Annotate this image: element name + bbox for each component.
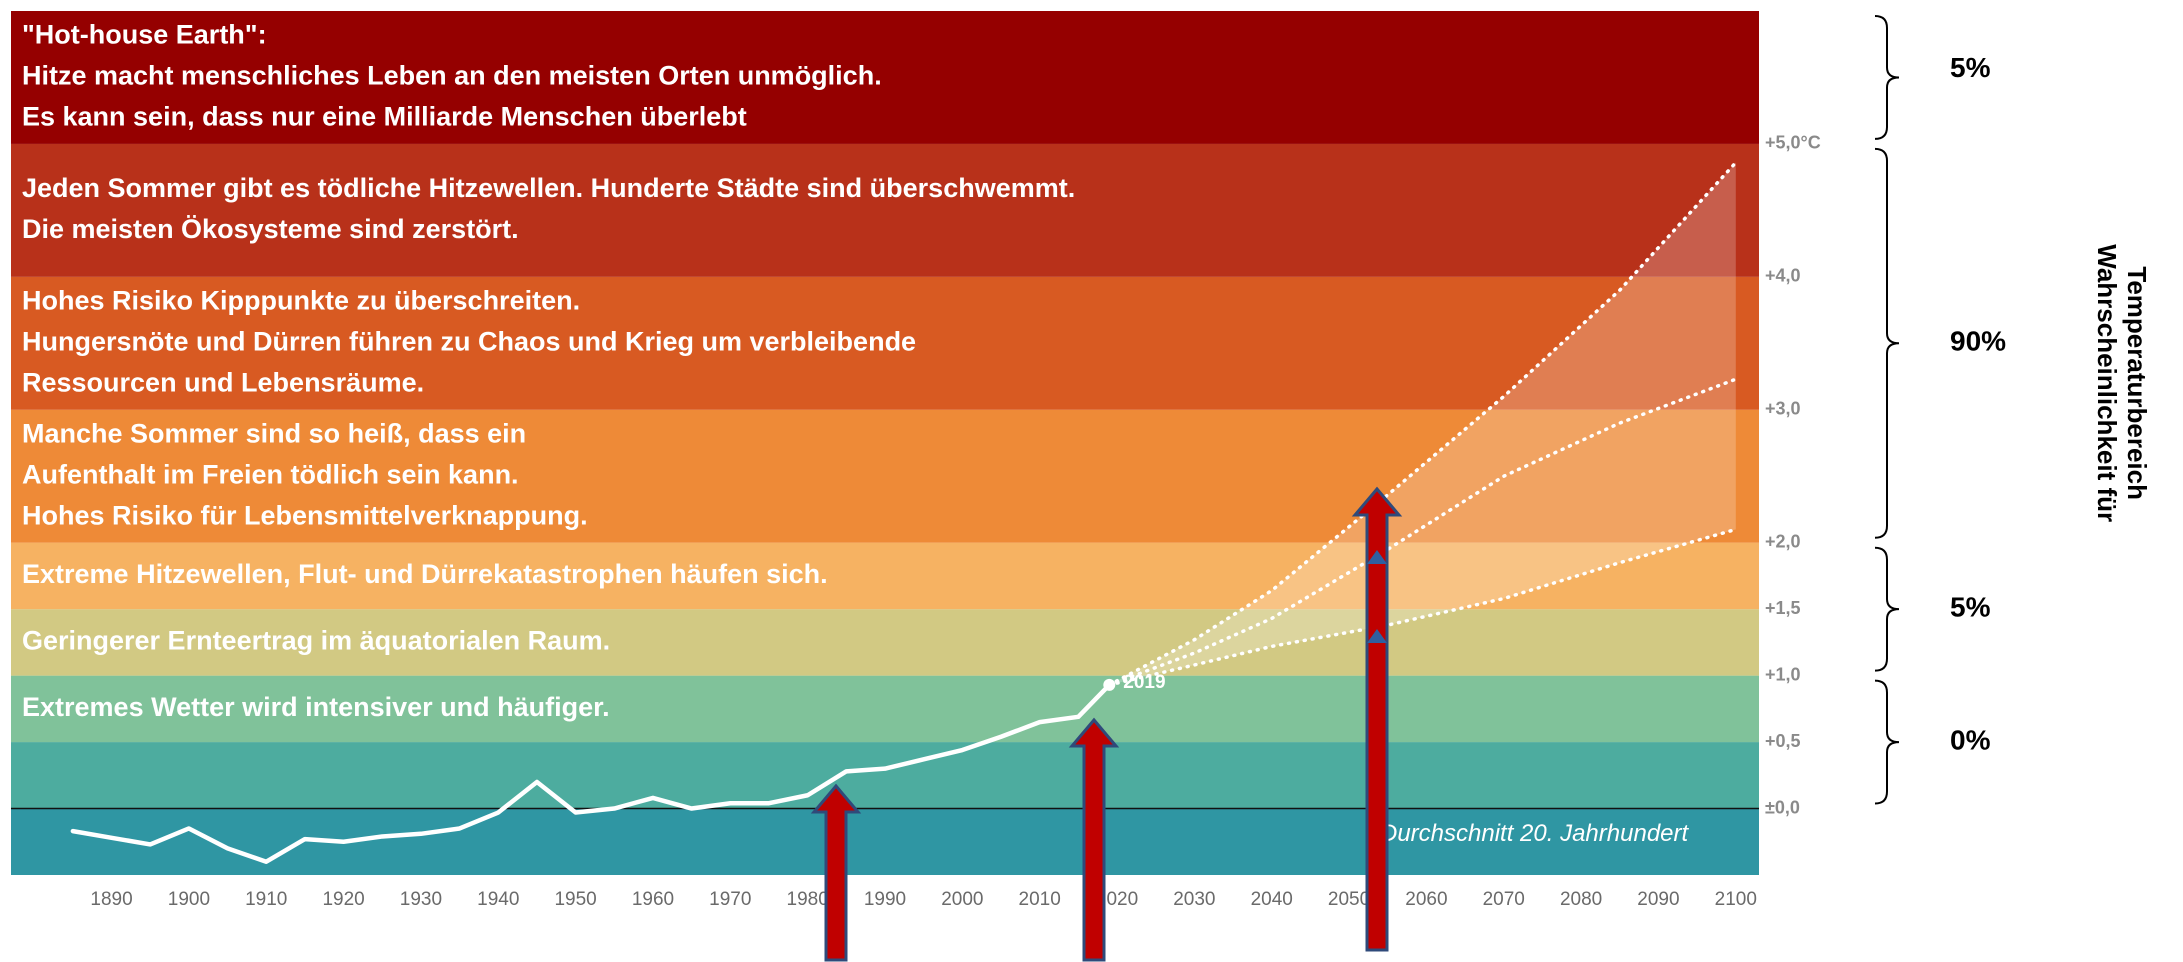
x-tick-label: 2070 [1483, 889, 1525, 910]
y-tick-label: ±0,0 [1765, 797, 1800, 817]
y-tick-label: +3,0 [1765, 399, 1801, 419]
y-tick-label: +1,0 [1765, 664, 1801, 684]
x-tick-label: 1980 [787, 889, 829, 910]
side-title: Wahrscheinlichkeit für Temperaturbereich [2092, 244, 2152, 522]
temperature-band [11, 11, 1759, 144]
band-text: Hungersnöte und Dürren führen zu Chaos u… [22, 326, 916, 356]
arrow [1068, 717, 1120, 962]
x-tick-label: 1930 [400, 889, 442, 910]
point-label: 2019 [1123, 672, 1165, 693]
x-tick-label: 1970 [709, 889, 751, 910]
probability-label: 0% [1950, 724, 1991, 755]
x-tick-label: 2060 [1405, 889, 1447, 910]
x-tick-label: 2050 [1328, 889, 1370, 910]
temperature-line [70, 682, 1112, 864]
end-point [1103, 678, 1116, 691]
band-text: Die meisten Ökosysteme sind zerstört. [22, 214, 519, 244]
bracket [1874, 147, 1900, 539]
bracket [1874, 546, 1900, 672]
baseline-label: Durchschnitt 20. Jahrhundert [1380, 820, 1690, 847]
probability-label: 5% [1950, 52, 1991, 83]
x-tick-label: 1920 [322, 889, 364, 910]
arrow-head [1367, 550, 1387, 564]
band-text: Extreme Hitzewellen, Flut- und Dürrekata… [22, 559, 828, 589]
x-tick-label: 2100 [1715, 889, 1757, 910]
projection-range [1109, 162, 1736, 685]
y-tick-label: +4,0 [1765, 266, 1801, 286]
x-tick-label: 1990 [864, 889, 906, 910]
y-tick-label: +0,5 [1765, 731, 1801, 751]
temperature-band [11, 143, 1759, 277]
probability-label: 90% [1950, 326, 2006, 357]
projection-line [1107, 527, 1738, 687]
arrow [810, 783, 862, 962]
x-tick-label: 1900 [168, 889, 210, 910]
temperature-band [11, 742, 1759, 809]
x-tick-label: 1940 [477, 889, 519, 910]
temperature-band [11, 675, 1759, 743]
band-text: Es kann sein, dass nur eine Milliarde Me… [22, 102, 747, 132]
x-tick-label: 2090 [1637, 889, 1679, 910]
band-text: Hitze macht menschliches Leben an den me… [22, 61, 882, 91]
band-text: Ressourcen und Lebensräume. [22, 367, 424, 397]
y-tick-label: +1,5 [1765, 598, 1801, 618]
x-tick-label: 2000 [941, 889, 983, 910]
x-tick-label: 1960 [632, 889, 674, 910]
x-tick-label: 2040 [1251, 889, 1293, 910]
x-tick-label: 2030 [1173, 889, 1215, 910]
temperature-band [11, 276, 1759, 410]
band-text: "Hot-house Earth": [22, 20, 267, 50]
x-tick-label: 1890 [90, 889, 132, 910]
band-text: Geringerer Ernteertrag im äquatorialen R… [22, 626, 610, 656]
band-text: Aufenthalt im Freien tödlich sein kann. [22, 459, 519, 489]
bracket [1874, 679, 1900, 805]
probability-label: 5% [1950, 592, 1991, 623]
arrow-head [1367, 629, 1387, 643]
y-tick-label: +2,0 [1765, 531, 1801, 551]
band-text: Extremes Wetter wird intensiver und häuf… [22, 692, 610, 722]
x-tick-label: 1950 [554, 889, 596, 910]
x-tick-label: 2020 [1096, 889, 1138, 910]
side-title-line: Wahrscheinlichkeit für [2092, 244, 2122, 522]
band-text: Hohes Risiko Kipppunkte zu überschreiten… [22, 285, 580, 315]
x-tick-label: 1910 [245, 889, 287, 910]
band-text: Jeden Sommer gibt es tödliche Hitzewelle… [22, 173, 1075, 203]
x-tick-label: 2010 [1019, 889, 1061, 910]
bracket [1874, 15, 1900, 140]
band-text: Hohes Risiko für Lebensmittelverknappung… [22, 500, 588, 530]
arrow [1351, 486, 1403, 952]
temperature-band [11, 609, 1759, 676]
y-tick-label: +5,0°C [1765, 133, 1821, 153]
projection-line [1107, 160, 1738, 687]
x-tick-label: 2080 [1560, 889, 1602, 910]
temperature-band [11, 542, 1759, 610]
side-title-line: Temperaturbereich [2122, 266, 2152, 500]
temperature-band [11, 409, 1759, 543]
band-text: Manche Sommer sind so heiß, dass ein [22, 418, 526, 448]
arrows [810, 486, 1403, 962]
